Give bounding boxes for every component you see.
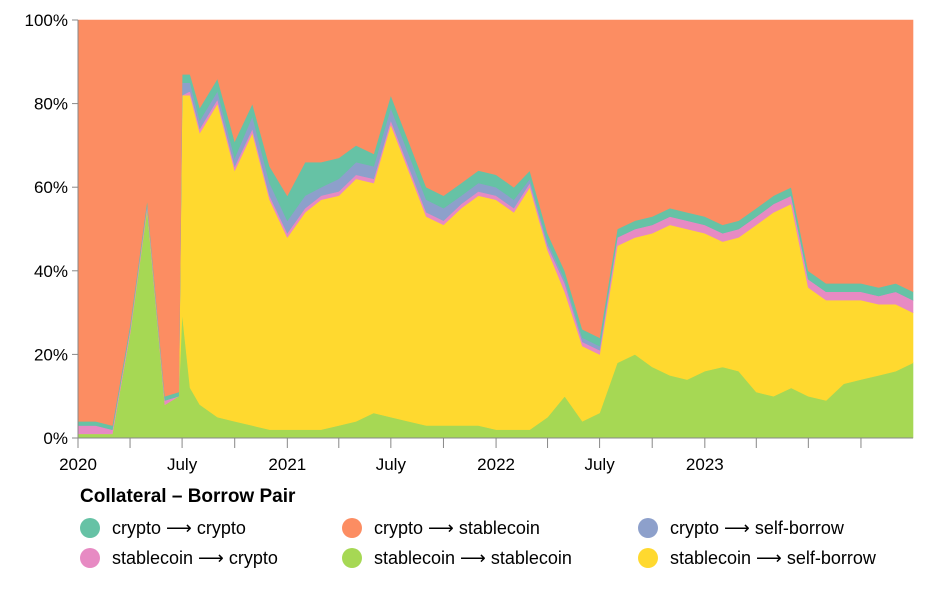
legend-label: crypto ⟶ crypto — [112, 517, 246, 538]
legend-label: crypto ⟶ stablecoin — [374, 517, 540, 538]
legend-title: Collateral – Borrow Pair — [80, 486, 296, 507]
legend-label: stablecoin ⟶ self-borrow — [670, 547, 876, 568]
y-tick-label: 0% — [43, 429, 68, 448]
legend-swatch-icon — [342, 518, 362, 538]
legend-swatch-icon — [638, 518, 658, 538]
legend: Collateral – Borrow Pair crypto ⟶ crypto… — [80, 486, 920, 570]
x-tick-label: July — [167, 455, 198, 474]
y-tick-label: 100% — [25, 11, 68, 30]
x-tick-label: 2022 — [477, 455, 515, 474]
x-axis: 2020 July 2021 July 2022 July 2023 — [59, 438, 862, 474]
x-tick-label: July — [584, 455, 615, 474]
legend-swatch-icon — [638, 548, 658, 568]
area-crypto-stablecoin — [77, 19, 914, 426]
legend-label: stablecoin ⟶ crypto — [112, 547, 278, 568]
stacked-area-chart: 0% 20% 40% 60% 80% 100% 2020 July 2021 J… — [25, 11, 914, 474]
legend-items: crypto ⟶ crypto crypto ⟶ stablecoin cryp… — [80, 516, 920, 570]
x-tick-label: July — [376, 455, 407, 474]
x-tick-label: 2023 — [686, 455, 724, 474]
legend-item: stablecoin ⟶ self-borrow — [638, 546, 908, 570]
legend-item: stablecoin ⟶ stablecoin — [342, 546, 638, 570]
legend-item: crypto ⟶ crypto — [80, 516, 342, 540]
x-tick-label: 2021 — [268, 455, 306, 474]
y-tick-label: 60% — [34, 178, 68, 197]
legend-swatch-icon — [80, 518, 100, 538]
y-tick-label: 20% — [34, 345, 68, 364]
y-tick-label: 80% — [34, 95, 68, 114]
legend-item: crypto ⟶ self-borrow — [638, 516, 908, 540]
legend-item: stablecoin ⟶ crypto — [80, 546, 342, 570]
y-axis: 0% 20% 40% 60% 80% 100% — [25, 11, 78, 448]
legend-label: stablecoin ⟶ stablecoin — [374, 547, 572, 568]
y-tick-label: 40% — [34, 262, 68, 281]
legend-swatch-icon — [342, 548, 362, 568]
legend-item: crypto ⟶ stablecoin — [342, 516, 638, 540]
legend-label: crypto ⟶ self-borrow — [670, 517, 844, 538]
x-tick-label: 2020 — [59, 455, 97, 474]
legend-swatch-icon — [80, 548, 100, 568]
area-layers — [77, 19, 914, 439]
